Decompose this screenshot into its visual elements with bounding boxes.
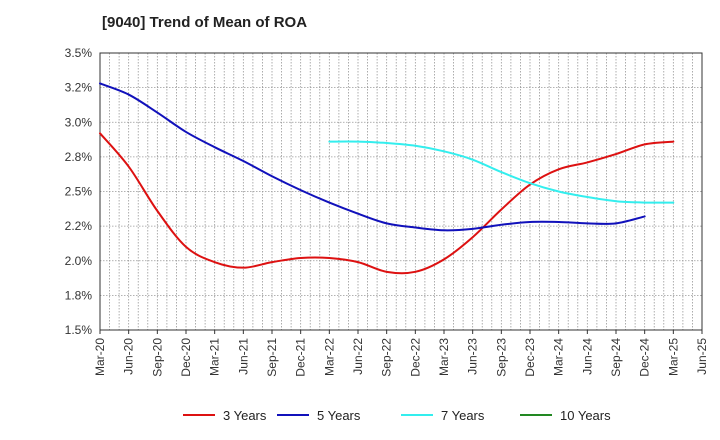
x-tick-label: Jun-25 xyxy=(695,338,709,375)
x-tick-label: Sep-23 xyxy=(494,338,508,377)
x-tick-label: Sep-20 xyxy=(150,338,164,377)
legend-label: 5 Years xyxy=(317,407,361,423)
x-tick-label: Mar-22 xyxy=(322,338,336,376)
y-tick-label: 2.2% xyxy=(65,219,93,233)
x-tick-label: Mar-21 xyxy=(208,338,222,376)
x-tick-label: Jun-21 xyxy=(236,338,250,375)
x-tick-label: Jun-22 xyxy=(351,338,365,375)
x-tick-label: Dec-20 xyxy=(179,338,193,377)
y-tick-label: 3.2% xyxy=(65,81,93,95)
legend-swatch xyxy=(183,414,215,416)
legend-item: 10 Years xyxy=(520,404,611,426)
y-tick-label: 3.5% xyxy=(65,46,93,60)
x-tick-label: Mar-23 xyxy=(437,338,451,376)
series-line-2 xyxy=(99,82,646,232)
x-tick-label: Mar-24 xyxy=(552,338,566,376)
series-line-1 xyxy=(99,132,675,275)
y-tick-label: 1.5% xyxy=(65,323,93,337)
y-tick-label: 2.0% xyxy=(65,254,93,268)
y-tick-label: 1.8% xyxy=(65,288,93,302)
x-tick-label: Dec-21 xyxy=(294,338,308,377)
chart-title: [9040] Trend of Mean of ROA xyxy=(102,14,308,31)
legend-swatch xyxy=(520,414,552,416)
y-tick-label: 2.5% xyxy=(65,185,93,199)
legend-label: 3 Years xyxy=(223,407,267,423)
x-tick-label: Mar-20 xyxy=(93,338,107,376)
legend-label: 10 Years xyxy=(560,407,611,423)
x-tick-label: Dec-23 xyxy=(523,338,537,377)
x-tick-label: Dec-24 xyxy=(638,338,652,377)
legend-swatch xyxy=(401,414,433,416)
y-tick-label: 2.8% xyxy=(65,150,93,164)
legend-item: 3 Years xyxy=(183,404,266,426)
legend-item: 7 Years xyxy=(401,404,484,426)
x-tick-label: Sep-24 xyxy=(609,338,623,377)
legend-label: 7 Years xyxy=(441,407,485,423)
series-line-3 xyxy=(328,140,675,204)
x-tick-label: Dec-22 xyxy=(408,338,422,377)
x-tick-label: Sep-21 xyxy=(265,338,279,377)
legend-swatch xyxy=(277,414,309,416)
x-tick-label: Jun-20 xyxy=(122,338,136,375)
legend-item: 5 Years xyxy=(277,404,360,426)
plot-border xyxy=(99,52,703,331)
x-tick-label: Mar-25 xyxy=(666,338,680,376)
x-tick-label: Sep-22 xyxy=(380,338,394,377)
legend: 3 Years 5 Years 7 Years 10 Years xyxy=(0,404,720,426)
x-tick-label: Jun-23 xyxy=(466,338,480,375)
y-tick-label: 3.0% xyxy=(65,115,93,129)
x-tick-label: Jun-24 xyxy=(580,338,594,375)
